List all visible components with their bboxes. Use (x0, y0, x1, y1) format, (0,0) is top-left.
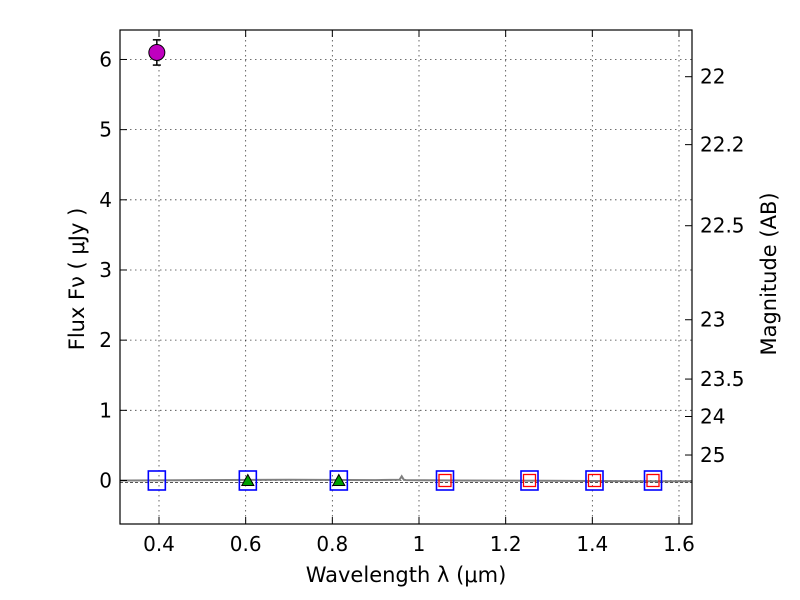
model-photometry-square (643, 470, 663, 491)
y-axis-label: Flux Fν ( μJy ) (65, 208, 89, 351)
non-detection-square (646, 473, 660, 488)
model-spectrum-line (119, 474, 692, 483)
model-photometry-square (520, 470, 539, 491)
model-photometry-square (329, 470, 349, 491)
y-tick-label: 6 (99, 47, 112, 71)
x-tick-label: 0.4 (143, 532, 175, 556)
y-tick-label: 1 (99, 398, 112, 422)
x-axis-label: Wavelength λ (μm) (306, 563, 507, 587)
model-photometry-square (435, 470, 455, 491)
x-tick-label: 1 (413, 532, 426, 556)
magnitude-tick-label: 23 (700, 308, 725, 332)
magnitude-tick-label: 23.5 (700, 367, 745, 391)
y2-axis-label: Magnitude (AB) (757, 192, 781, 355)
y-tick-label: 0 (99, 468, 112, 492)
y-tick-label: 4 (99, 188, 112, 212)
y-tick-label: 2 (99, 328, 112, 352)
upper-limit-triangle (331, 473, 346, 486)
magnitude-tick-label: 22 (700, 65, 725, 89)
x-tick-label: 1.6 (663, 532, 695, 556)
magnitude-tick-label: 24 (700, 404, 725, 428)
x-tick-label: 1.2 (490, 532, 522, 556)
upper-limit-triangle (240, 473, 255, 486)
magnitude-tick-label: 22.5 (700, 214, 745, 238)
non-detection-square (522, 473, 537, 488)
detection-point (148, 43, 166, 61)
x-tick-label: 0.6 (230, 532, 262, 556)
model-photometry-square (147, 470, 167, 491)
magnitude-tick-label: 22.2 (700, 133, 745, 157)
non-detection-square (587, 473, 602, 488)
y-tick-label: 5 (99, 118, 112, 142)
magnitude-tick-label: 25 (700, 443, 725, 467)
x-tick-label: 1.4 (576, 532, 608, 556)
model-photometry-square (585, 470, 604, 491)
non-detection-square (438, 473, 452, 488)
x-tick-label: 0.8 (316, 532, 348, 556)
model-photometry-square (238, 470, 258, 491)
y-tick-label: 3 (99, 258, 112, 282)
plot-frame (119, 29, 693, 525)
